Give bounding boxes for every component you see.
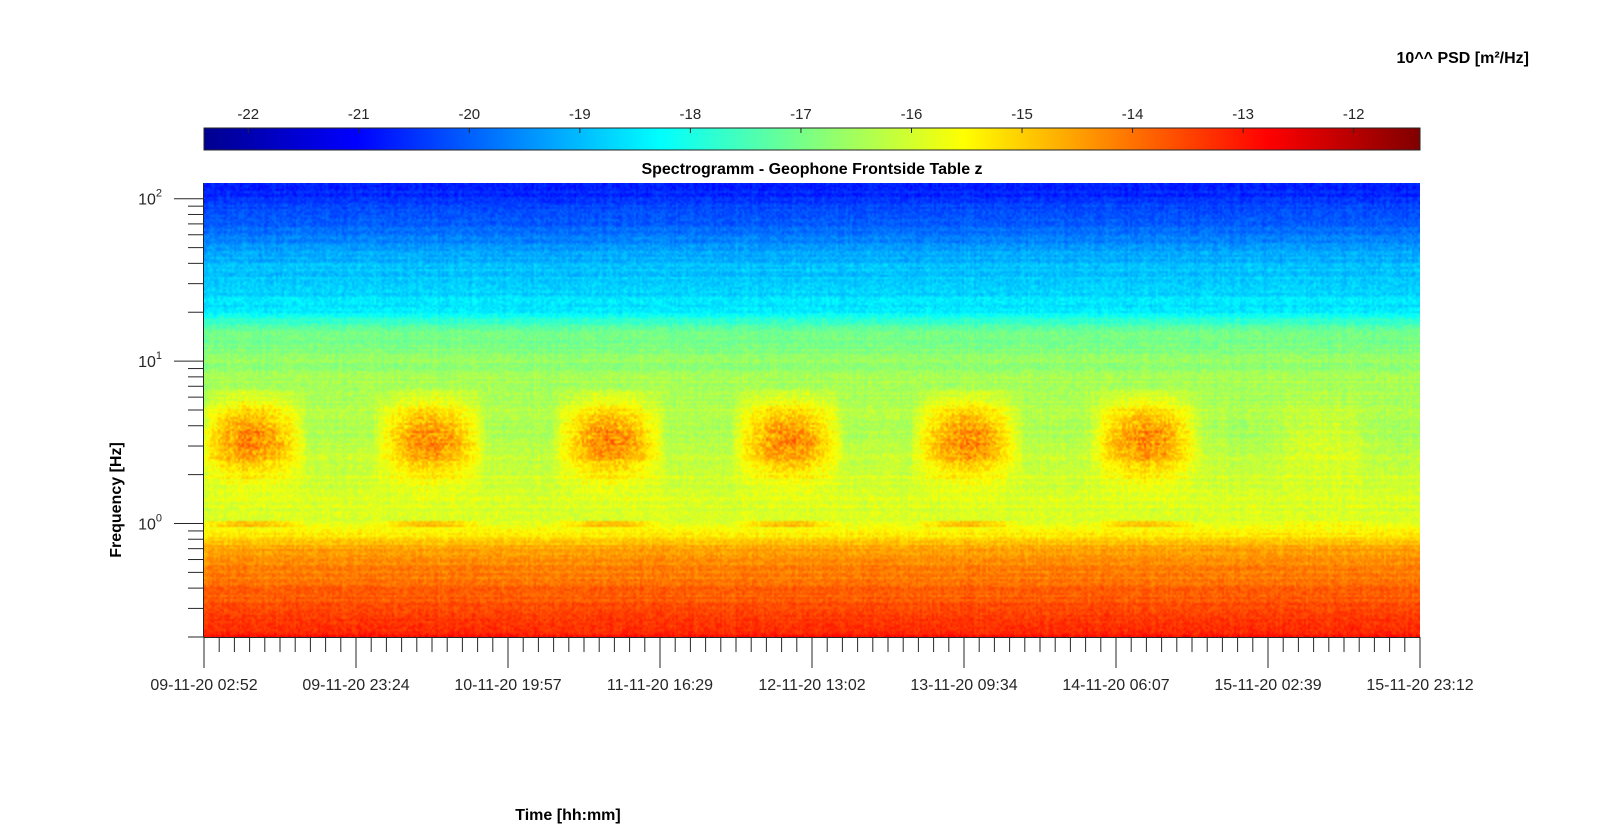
x-tick-labels: 09-11-20 02:52 09-11-20 23:24 10-11-20 19:… (150, 677, 1473, 694)
x-tick-label: 09-11-20 02:52 (150, 677, 257, 694)
colorbar-tick-label: -20 (458, 106, 480, 123)
colorbar-label: 10^^ PSD [m²/Hz] (1397, 50, 1529, 67)
y-tick-label: 101 (138, 350, 162, 371)
colorbar-tick-label: -21 (348, 106, 370, 123)
x-tick-label: 14-11-20 06:07 (1062, 677, 1169, 694)
x-tick-label: 13-11-20 09:34 (910, 677, 1017, 694)
colorbar-tick-label: -22 (237, 106, 259, 123)
y-tick-label: 100 (138, 513, 162, 534)
x-tick-label: 15-11-20 02:39 (1214, 677, 1321, 694)
colorbar-tick-label: -17 (790, 106, 812, 123)
y-tick-label: 102 (138, 188, 162, 209)
y-axis-label: Frequency [Hz] (108, 442, 125, 558)
x-tick-label: 10-11-20 19:57 (454, 677, 561, 694)
colorbar-tick-label: -19 (569, 106, 591, 123)
colorbar-tick-label: -16 (901, 106, 923, 123)
colorbar-tick-label: -14 (1122, 106, 1144, 123)
x-tick-label: 15-11-20 23:12 (1366, 677, 1473, 694)
x-tick-label: 12-11-20 13:02 (758, 677, 865, 694)
colorbar-tick-labels: -22 -21 -20 -19 -18 -17 -16 -15 -14 -13 -12 (237, 106, 1364, 123)
chart-title: Spectrogramm - Geophone Frontside Table … (641, 161, 982, 178)
colorbar (203, 127, 1421, 151)
x-ticks (203, 637, 1421, 668)
spectrogram-heatmap (204, 183, 1420, 637)
colorbar-tick-label: -12 (1343, 106, 1365, 123)
colorbar-tick-label: -13 (1232, 106, 1254, 123)
x-axis-label: Time [hh:mm] (515, 807, 620, 824)
x-tick-label: 09-11-20 23:24 (302, 677, 409, 694)
colorbar-ticks (247, 128, 1355, 133)
y-ticks (174, 198, 204, 638)
y-tick-labels: 102 101 100 (138, 188, 162, 534)
colorbar-tick-label: -18 (680, 106, 702, 123)
x-tick-label: 11-11-20 16:29 (607, 677, 713, 694)
colorbar-tick-label: -15 (1011, 106, 1033, 123)
